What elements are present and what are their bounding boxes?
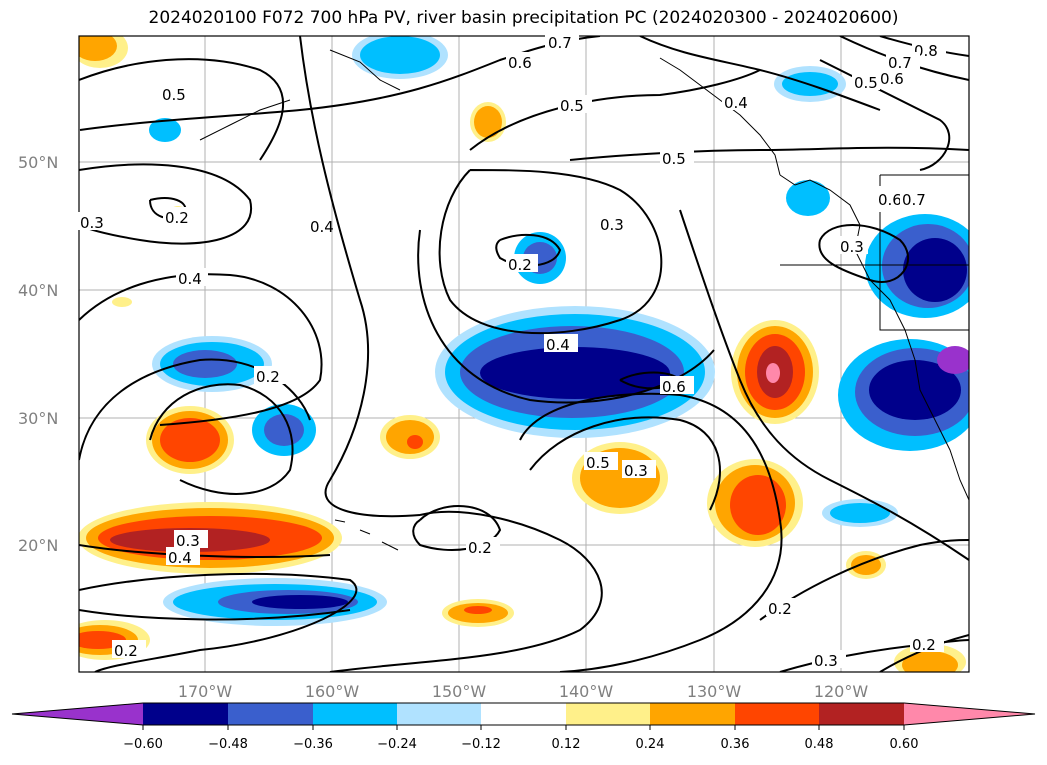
colorbar-tick-label: 0.48	[805, 737, 834, 752]
colorbar-segment	[735, 703, 819, 725]
contour-label: 0.4	[178, 270, 202, 288]
lat-label: 40°N	[18, 281, 58, 300]
map-frame	[78, 35, 970, 673]
map-title: 2024020100 F072 700 hPa PV, river basin …	[148, 8, 899, 28]
contour-label: 0.4	[546, 336, 570, 354]
contour-label: 0.5	[560, 97, 584, 115]
colorbar-segment	[397, 703, 481, 725]
colorbar-segment	[566, 703, 650, 725]
contour-label: 0.4	[310, 218, 334, 236]
lat-label: 50°N	[18, 153, 58, 172]
contour-label: 0.7	[902, 191, 926, 209]
contour-label: 0.7	[548, 34, 572, 52]
contour-label: 0.6	[662, 378, 686, 396]
colorbar-ticks	[142, 725, 905, 730]
contour-label: 0.3	[176, 532, 200, 550]
contour-label: 0.5	[854, 74, 878, 92]
contour-label: 0.7	[888, 54, 912, 72]
contour-label: 0.3	[600, 216, 624, 234]
colorbar-segment	[143, 703, 228, 725]
lon-label: 170°W	[178, 682, 233, 701]
contour-label: 0.2	[768, 600, 792, 618]
contour-label: 0.3	[624, 462, 648, 480]
contour-label: 0.4	[724, 94, 748, 112]
contour-label: 0.6	[880, 70, 904, 88]
colorbar-tick-label: 0.60	[890, 737, 919, 752]
contour-label: 0.3	[80, 214, 104, 232]
colorbar-segment	[819, 703, 904, 725]
contour-label: 0.2	[508, 256, 532, 274]
contour-label: 0.6	[878, 191, 902, 209]
colorbar-segment	[481, 703, 566, 725]
contour-label: 0.6	[508, 54, 532, 72]
contour-label: 0.2	[256, 368, 280, 386]
colorbar-extend-right	[904, 703, 1035, 725]
colorbar: −0.60 −0.48 −0.36 −0.24 −0.12 0.12 0.24 …	[11, 702, 1036, 752]
lat-label: 20°N	[18, 536, 58, 555]
colorbar-tick-label: −0.60	[123, 737, 163, 752]
longitude-labels: 170°W 160°W 150°W 140°W 130°W 120°W	[178, 682, 869, 701]
contour-label: 0.2	[165, 209, 189, 227]
latitude-labels: 50°N 40°N 30°N 20°N	[18, 153, 58, 555]
colorbar-tick-label: −0.48	[208, 737, 248, 752]
lon-label: 150°W	[432, 682, 487, 701]
contour-label: 0.5	[162, 86, 186, 104]
colorbar-tick-label: −0.36	[293, 737, 333, 752]
colorbar-segment	[650, 703, 735, 725]
contour-label: 0.5	[586, 454, 610, 472]
contour-label: 0.3	[814, 652, 838, 670]
contour-label: 0.2	[912, 636, 936, 654]
colorbar-extend-left	[12, 703, 143, 725]
colorbar-tick-label: 0.24	[636, 737, 665, 752]
lat-label: 30°N	[18, 409, 58, 428]
contour-label: 0.5	[662, 150, 686, 168]
contour-label-group: 0.7 0.6 0.5 0.4 0.5 0.8 0.7 0.6 0.5 0.5 …	[78, 32, 946, 670]
lon-label: 160°W	[305, 682, 360, 701]
lon-label: 130°W	[687, 682, 742, 701]
lon-label: 140°W	[559, 682, 614, 701]
colorbar-tick-label: −0.24	[377, 737, 417, 752]
lon-label: 120°W	[814, 682, 869, 701]
colorbar-tick-label: −0.12	[461, 737, 501, 752]
colorbar-tick-label: 0.12	[552, 737, 581, 752]
contour-label: 0.2	[114, 642, 138, 660]
coastlines	[199, 49, 969, 551]
contour-label: 0.2	[468, 539, 492, 557]
colorbar-segment	[313, 703, 397, 725]
colorbar-tick-label: 0.36	[721, 737, 750, 752]
colorbar-segment	[228, 703, 313, 725]
contour-label: 0.4	[168, 549, 192, 567]
contour-label: 0.3	[840, 238, 864, 256]
